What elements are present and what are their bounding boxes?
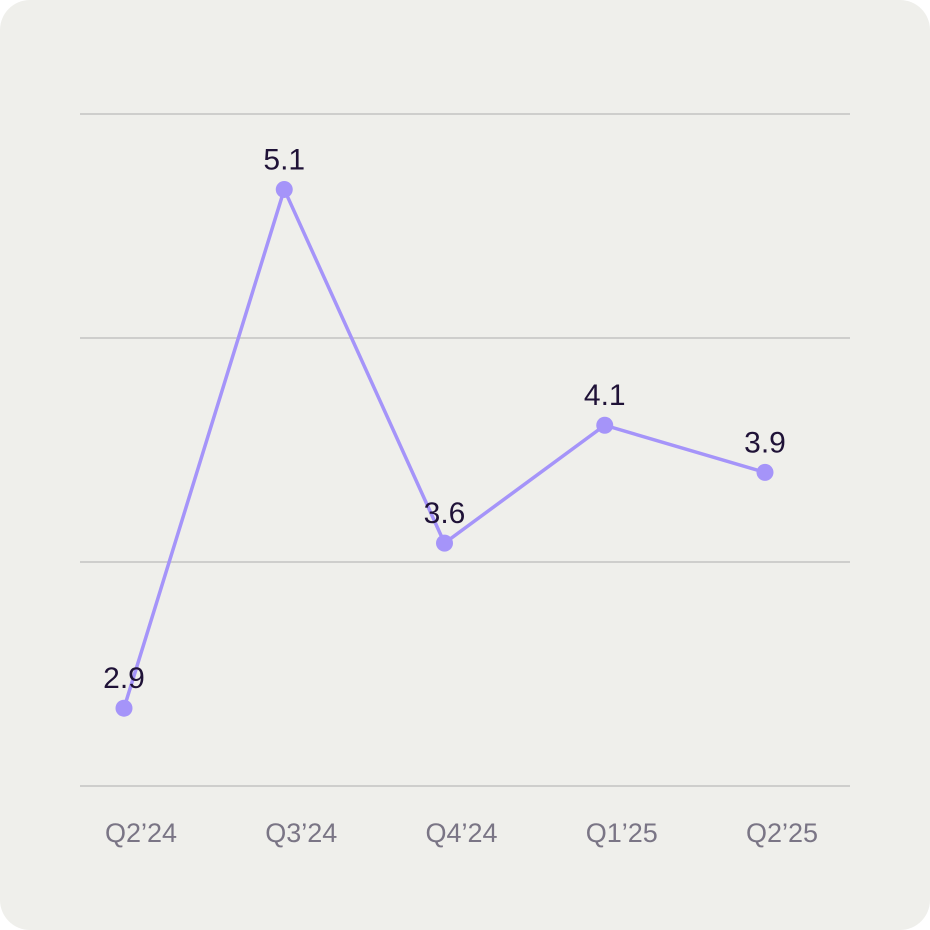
value-label: 4.1: [584, 379, 626, 412]
point: [115, 699, 133, 717]
x-tick-label: Q3’24: [265, 818, 337, 848]
point: [275, 180, 293, 198]
x-tick-label: Q2’25: [746, 818, 818, 848]
value-label: 3.9: [744, 426, 786, 459]
value-label: 5.1: [263, 143, 305, 176]
point: [756, 463, 774, 481]
x-tick-label: Q4’24: [425, 818, 497, 848]
value-label: 3.6: [424, 497, 466, 530]
value-label: 2.9: [103, 662, 145, 695]
x-tick-label: Q1’25: [586, 818, 658, 848]
point: [596, 416, 614, 434]
x-tick-label: Q2’24: [105, 818, 177, 848]
point: [436, 534, 453, 552]
